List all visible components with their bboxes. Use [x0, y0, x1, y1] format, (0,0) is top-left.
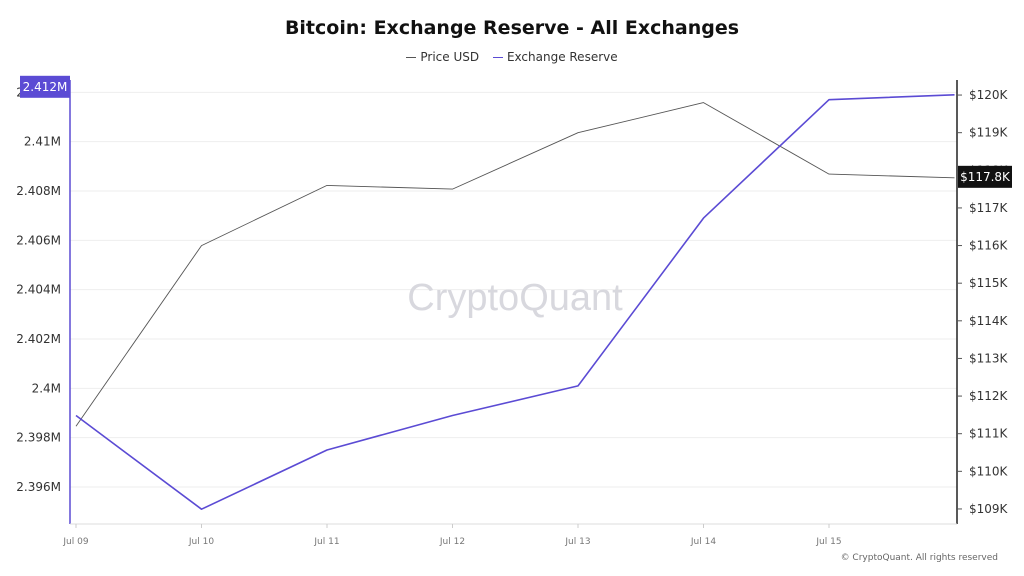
left-tick-label: 2.41M [24, 135, 61, 149]
right-axis-ticks: $109K $110K $111K $112K $113K $114K $115K $116K… [957, 88, 1009, 516]
right-tick-label: $120K [969, 88, 1009, 102]
legend-swatch-reserve [492, 57, 503, 58]
right-tick-label: $110K [969, 464, 1009, 478]
x-tick-label: Jul 10 [188, 537, 214, 547]
legend-item-price[interactable]: Price USD [406, 50, 479, 64]
right-tick-label: $117K [969, 201, 1009, 215]
legend-label-price: Price USD [420, 50, 480, 64]
left-tick-label: 2.402M [16, 332, 61, 346]
left-tick-label: 2.404M [16, 283, 61, 297]
price-current-badge-label: $117.8K [960, 170, 1011, 184]
x-tick-label: Jul 13 [564, 537, 590, 547]
right-tick-label: $112K [969, 389, 1009, 403]
axes [69, 80, 958, 525]
price-current-badge-bg [958, 165, 1012, 188]
left-tick-label: 2.406M [16, 233, 61, 247]
x-tick-label: Jul 11 [313, 537, 339, 547]
copyright-text: © CryptoQuant. All rights reserved [840, 553, 998, 563]
x-tick-label: Jul 14 [690, 537, 716, 547]
grid-lines [70, 91, 957, 488]
reserve-current-badge-bg [20, 75, 70, 98]
right-tick-label: $115K [969, 276, 1009, 290]
right-tick-label: $113K [969, 351, 1009, 365]
x-axis-ticks: Jul 09 Jul 10 Jul 11 Jul 12 Jul 13 Jul 14 Jul … [62, 524, 842, 547]
right-tick-label: $116K [969, 239, 1009, 253]
right-tick-label: $114K [969, 314, 1009, 328]
right-tick-label: $119K [969, 126, 1009, 140]
legend-swatch-price [406, 57, 417, 58]
right-tick-label: $111K [969, 427, 1009, 441]
left-tick-label: 2.4M [32, 381, 61, 395]
left-tick-label: 2.398M [16, 431, 61, 445]
chart-legend: Price USD Exchange Reserve [0, 50, 1024, 64]
reserve-current-badge-label: 2.412M [23, 80, 68, 94]
chart-title: Bitcoin: Exchange Reserve - All Exchange… [284, 17, 740, 39]
x-tick-label: Jul 09 [62, 537, 88, 547]
left-tick-label: 2.408M [16, 184, 61, 198]
watermark: CryptoQuant [407, 277, 623, 319]
legend-item-reserve[interactable]: Exchange Reserve [492, 50, 618, 64]
x-tick-label: Jul 15 [815, 537, 841, 547]
current-value-badges: 2.412M $117.8K [20, 75, 1012, 188]
left-tick-label: 2.396M [16, 480, 61, 494]
left-axis-ticks: 2.396M 2.398M 2.4M 2.402M 2.404M 2.406M 2.408M… [16, 85, 61, 494]
series-lines [75, 94, 955, 511]
legend-label-reserve: Exchange Reserve [506, 50, 618, 64]
right-tick-label: $109K [969, 502, 1009, 516]
x-tick-label: Jul 12 [439, 537, 465, 547]
series-line-exchange-reserve [75, 94, 955, 511]
series-line-price-usd [75, 102, 955, 427]
